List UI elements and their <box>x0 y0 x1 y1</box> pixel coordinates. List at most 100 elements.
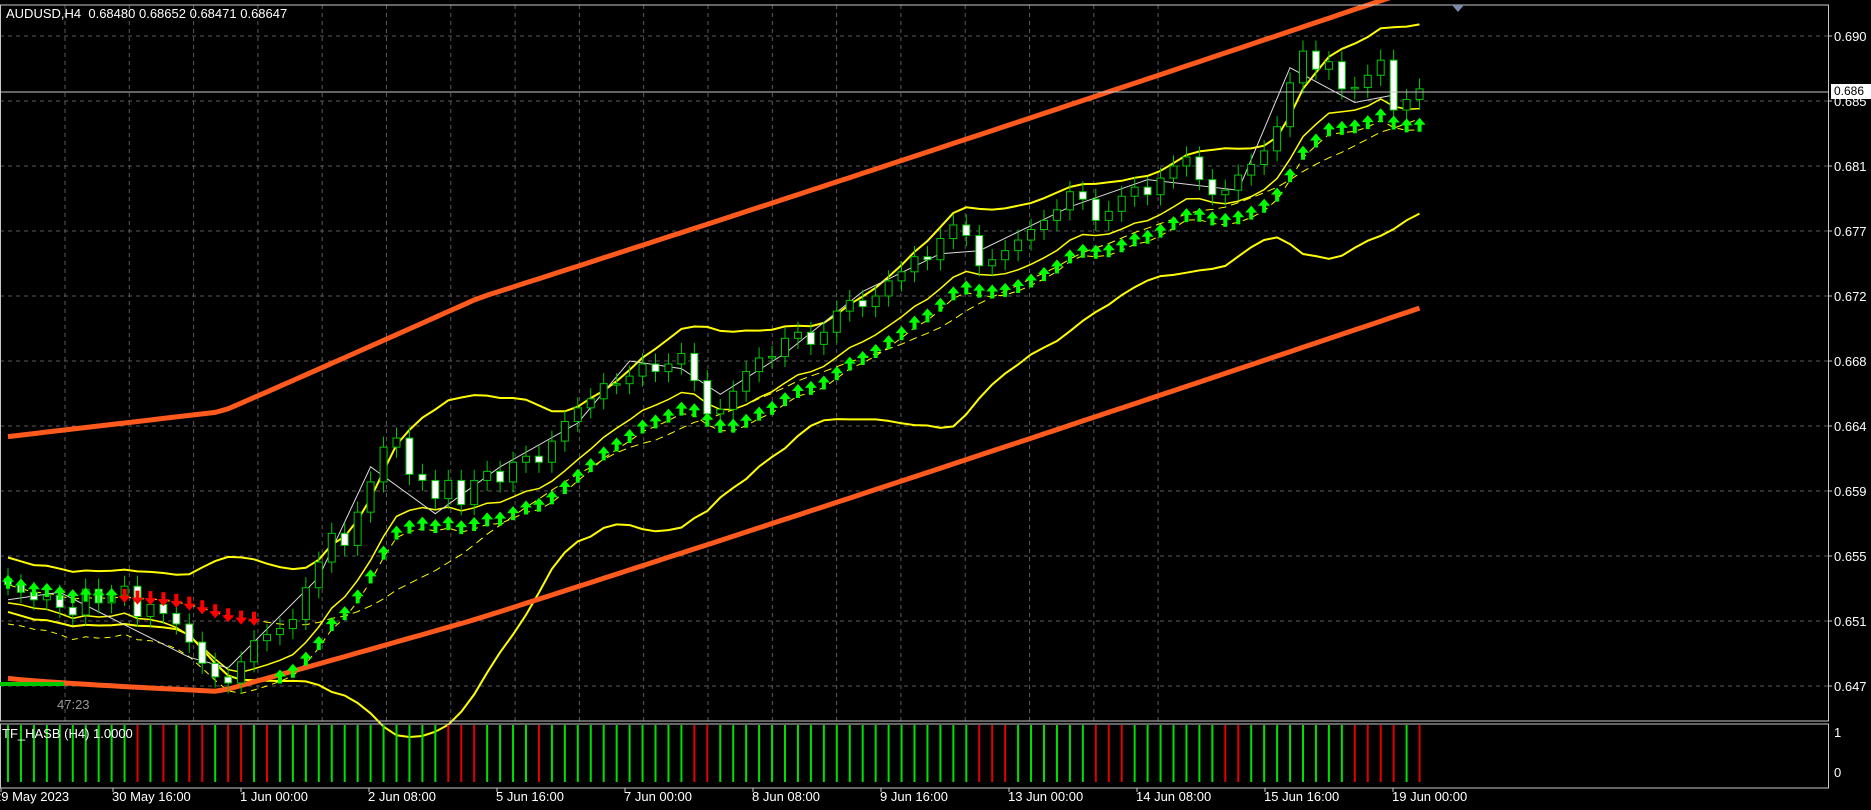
bull-candle <box>288 618 297 630</box>
up-arrow-marker <box>53 585 66 600</box>
up-arrow-marker <box>843 356 856 371</box>
regression-channel <box>7 0 1421 694</box>
up-arrow-marker <box>1387 115 1400 130</box>
up-arrow-marker <box>364 569 377 584</box>
up-arrow-marker <box>947 286 960 301</box>
bull-candle <box>1286 82 1295 128</box>
bull-candle <box>819 331 828 345</box>
up-arrow-marker <box>804 380 817 395</box>
up-arrow-marker <box>1102 243 1115 258</box>
bear-candle <box>1311 50 1320 70</box>
bull-candle <box>884 280 893 297</box>
chart-frame <box>0 4 1829 789</box>
time-axis[interactable]: 29 May 2023 30 May 16:00 1 Jun 00:00 2 Jun … <box>0 788 1467 804</box>
x-tick-label: 14 Jun 08:00 <box>1136 789 1211 804</box>
down-arrow-marker <box>118 588 131 603</box>
up-arrow-marker <box>40 583 53 598</box>
up-arrow-marker <box>27 582 40 597</box>
bull-candle <box>625 375 634 385</box>
bull-candle <box>988 259 997 267</box>
up-arrow-marker <box>636 419 649 434</box>
bull-candle <box>1273 126 1282 152</box>
up-arrow-marker <box>662 408 675 423</box>
indicator-histogram <box>7 725 1421 782</box>
bull-candle <box>599 383 608 400</box>
up-arrow-marker <box>895 326 908 341</box>
bull-candle <box>1234 174 1243 191</box>
close-value: 0.68647 <box>240 6 288 21</box>
bear-candle <box>340 532 349 546</box>
bull-candle <box>237 661 246 684</box>
bull-candle <box>1350 86 1359 90</box>
up-arrow-marker <box>675 401 688 416</box>
bear-candle <box>703 380 712 415</box>
bear-candle <box>457 479 466 506</box>
up-arrow-marker <box>1089 244 1102 259</box>
bear-candle <box>534 455 543 463</box>
up-arrow-marker <box>1128 232 1141 247</box>
up-arrow-marker <box>545 490 558 505</box>
bear-candle <box>651 363 660 373</box>
bull-candle <box>1104 210 1113 221</box>
y-tick-label: 0.668 <box>1834 354 1867 369</box>
up-arrow-marker <box>1050 259 1063 274</box>
up-arrow-marker <box>973 283 986 298</box>
bear-candle <box>405 437 414 475</box>
bear-candle <box>858 300 867 308</box>
bear-candle <box>806 331 815 345</box>
channel-upper-line <box>7 0 1391 440</box>
up-arrow-marker <box>442 516 455 531</box>
x-tick-label: 9 Jun 16:00 <box>880 789 948 804</box>
symbol-label: AUDUSD,H4 <box>6 6 82 21</box>
up-arrow-marker <box>740 413 753 428</box>
bull-candle <box>1182 156 1191 167</box>
up-arrow-marker <box>377 545 390 560</box>
up-arrow-marker <box>714 418 727 433</box>
bear-candle <box>962 224 971 237</box>
bull-candle <box>1117 195 1126 212</box>
up-arrow-marker <box>908 315 921 330</box>
up-arrow-marker <box>830 366 843 381</box>
y-tick-label: 0.664 <box>1834 419 1867 434</box>
bear-candle <box>975 235 984 267</box>
up-arrow-marker <box>429 518 442 533</box>
bull-candle <box>1065 191 1074 211</box>
up-arrow-marker <box>1193 207 1206 222</box>
up-arrow-marker <box>455 520 468 535</box>
y-tick-label: 0.677 <box>1834 224 1867 239</box>
up-arrow-marker <box>623 428 636 443</box>
high-value: 0.68652 <box>138 6 186 21</box>
bull-candle <box>250 640 259 663</box>
up-arrow-marker <box>1245 205 1258 220</box>
bull-candle <box>1415 88 1424 100</box>
upper-band-line <box>7 23 1420 576</box>
y-tick-label: 0.690 <box>1834 29 1867 44</box>
middle-band-line <box>7 118 1420 626</box>
up-arrow-marker <box>338 606 351 621</box>
inner-band-line <box>7 98 1420 673</box>
zigzag-path <box>7 66 1394 669</box>
bull-candle <box>327 532 336 563</box>
price-axis[interactable]: 0.6900.6850.6810.6770.6720.6680.6640.659… <box>1828 29 1867 780</box>
bull-candle <box>1376 59 1385 76</box>
up-arrow-marker <box>520 500 532 515</box>
inner-band-line-dashed <box>7 119 1420 694</box>
candlesticks[interactable] <box>4 40 1424 694</box>
x-tick-label: 1 Jun 00:00 <box>240 789 308 804</box>
bull-candle <box>263 634 271 642</box>
down-arrow-marker <box>183 596 196 611</box>
bear-candle <box>1143 186 1152 196</box>
up-arrow-marker <box>1348 119 1361 134</box>
down-arrow-marker <box>196 600 209 615</box>
x-tick-label: 30 May 16:00 <box>112 789 191 804</box>
bear-candle <box>690 352 699 382</box>
up-arrow-marker <box>753 406 766 421</box>
up-arrow-marker <box>766 400 779 415</box>
indicator-pane-border <box>0 723 1829 789</box>
grid-lines <box>0 5 1828 721</box>
up-arrow-marker <box>701 412 714 427</box>
down-arrow-marker <box>131 590 144 605</box>
bull-candle <box>483 470 492 481</box>
open-value: 0.68480 <box>88 6 136 21</box>
